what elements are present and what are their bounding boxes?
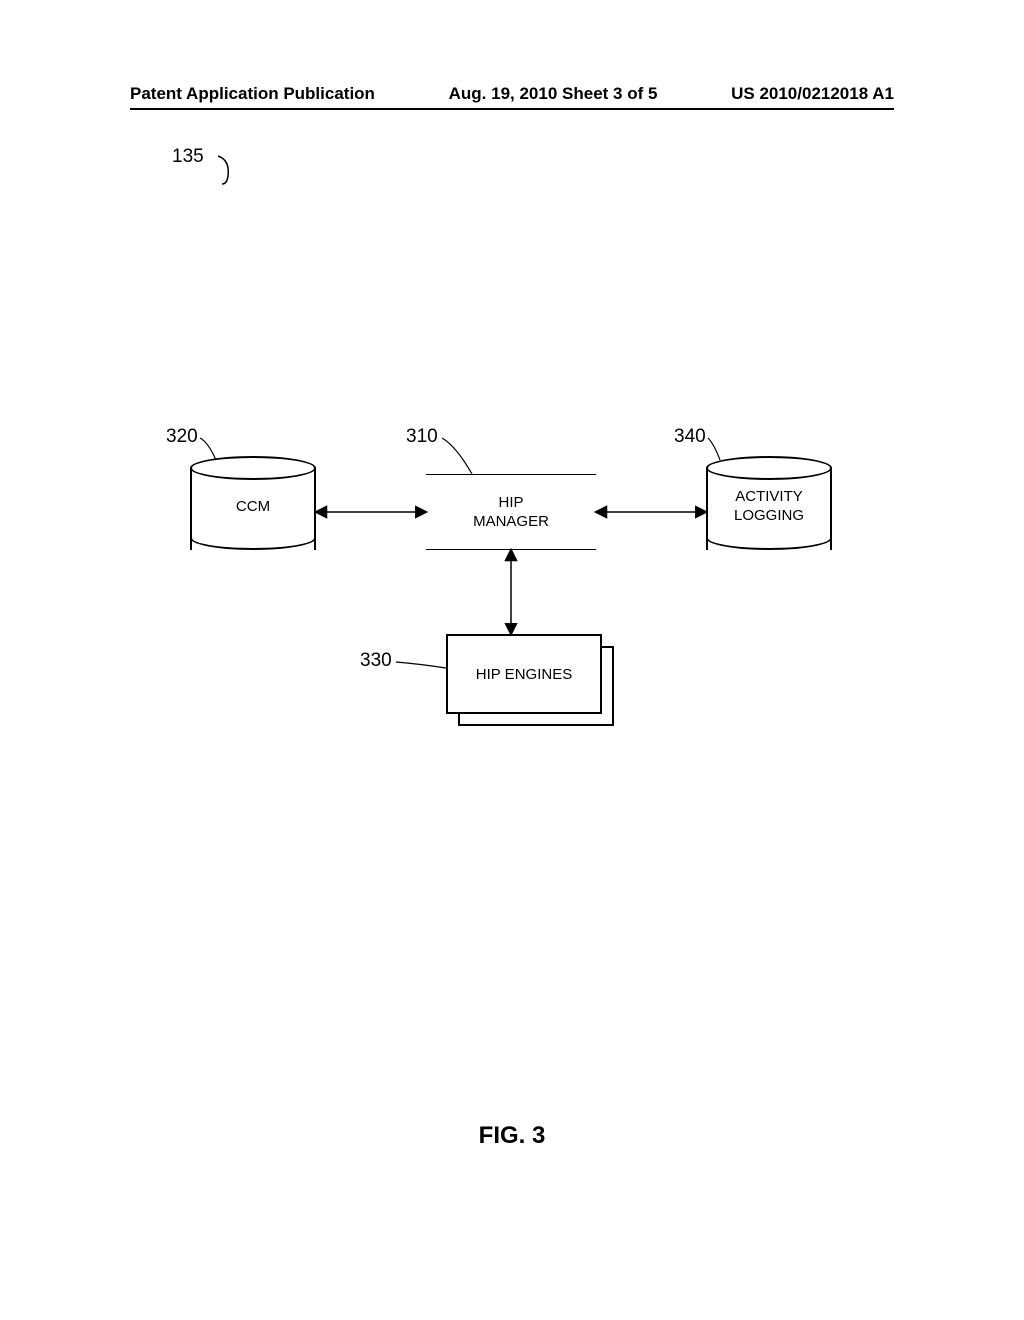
ccm-label: CCM [190,456,316,550]
page: Patent Application Publication Aug. 19, … [0,0,1024,1320]
figure-caption: FIG. 3 [0,1122,1024,1150]
node-activity-logging: ACTIVITY LOGGING [706,456,832,550]
header-left: Patent Application Publication [130,84,375,104]
ref-320: 320 [166,426,198,448]
ref-310: 310 [406,426,438,448]
patent-header: Patent Application Publication Aug. 19, … [130,84,894,110]
diagram-container: CCM HIP MANAGER HIP ENGINES ACTIVITY LOG… [130,420,890,770]
node-ccm: CCM [190,456,316,550]
header-right: US 2010/0212018 A1 [731,84,894,104]
header-center: Aug. 19, 2010 Sheet 3 of 5 [449,84,658,104]
ref-135-lead-line [216,154,246,194]
ref-330: 330 [360,650,392,672]
ref-340: 340 [674,426,706,448]
activity-logging-label: ACTIVITY LOGGING [706,456,832,550]
ref-135-label: 135 [172,146,204,168]
